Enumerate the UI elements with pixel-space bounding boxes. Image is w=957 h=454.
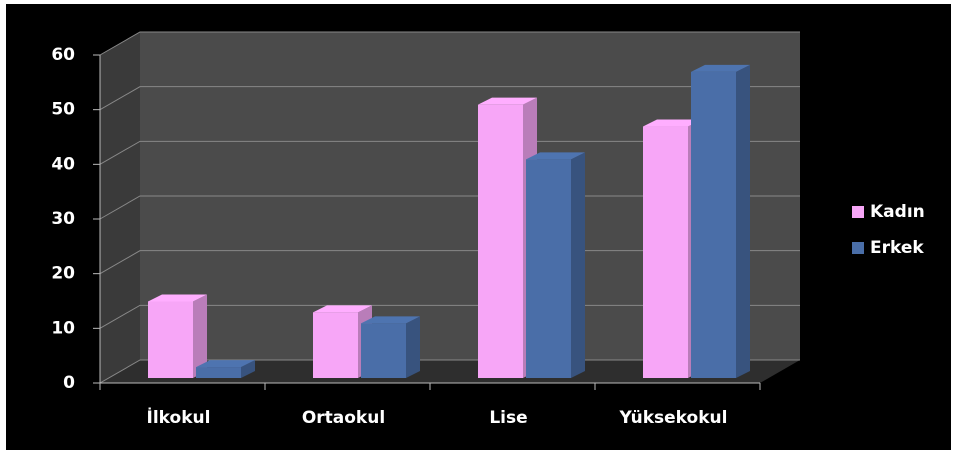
y-tick-label: 50	[51, 100, 75, 120]
bar	[526, 159, 571, 378]
legend-label: Kadın	[870, 202, 925, 222]
legend-swatch	[852, 242, 864, 254]
legend-label: Erkek	[870, 238, 924, 258]
x-tick-label: Yüksekokul	[619, 408, 728, 428]
bar	[361, 323, 406, 378]
bar-top	[313, 305, 372, 313]
bar-side	[241, 360, 255, 378]
bar-top	[643, 119, 702, 127]
bar	[478, 104, 523, 379]
bar-side	[406, 316, 420, 378]
bar-top	[196, 360, 255, 368]
floor	[100, 360, 800, 383]
bar	[148, 301, 193, 378]
bar-side	[571, 152, 585, 378]
y-tick-label: 20	[51, 264, 75, 284]
y-tick-label: 10	[51, 318, 75, 338]
y-tick-label: 0	[63, 373, 75, 393]
y-tick-label: 40	[51, 154, 75, 174]
x-tick-label: İlkokul	[147, 406, 211, 428]
legend-swatch	[852, 206, 864, 218]
grid-line	[99, 140, 800, 165]
grid-line	[99, 86, 800, 111]
grid-line	[99, 31, 800, 56]
y-tick-label: 60	[51, 45, 75, 65]
bar-side	[736, 64, 750, 378]
bar-top	[691, 64, 750, 72]
x-tick-label: Lise	[489, 408, 527, 428]
bar	[643, 126, 688, 379]
bar	[691, 71, 736, 378]
bar	[196, 367, 241, 378]
bar-top	[526, 152, 585, 160]
x-tick-label: Ortaokul	[302, 408, 385, 428]
bar-top	[148, 294, 207, 302]
y-tick-label: 30	[51, 209, 75, 229]
bar-side	[193, 294, 207, 378]
bar-top	[361, 316, 420, 324]
bar	[313, 312, 358, 378]
bar-top	[478, 97, 537, 105]
